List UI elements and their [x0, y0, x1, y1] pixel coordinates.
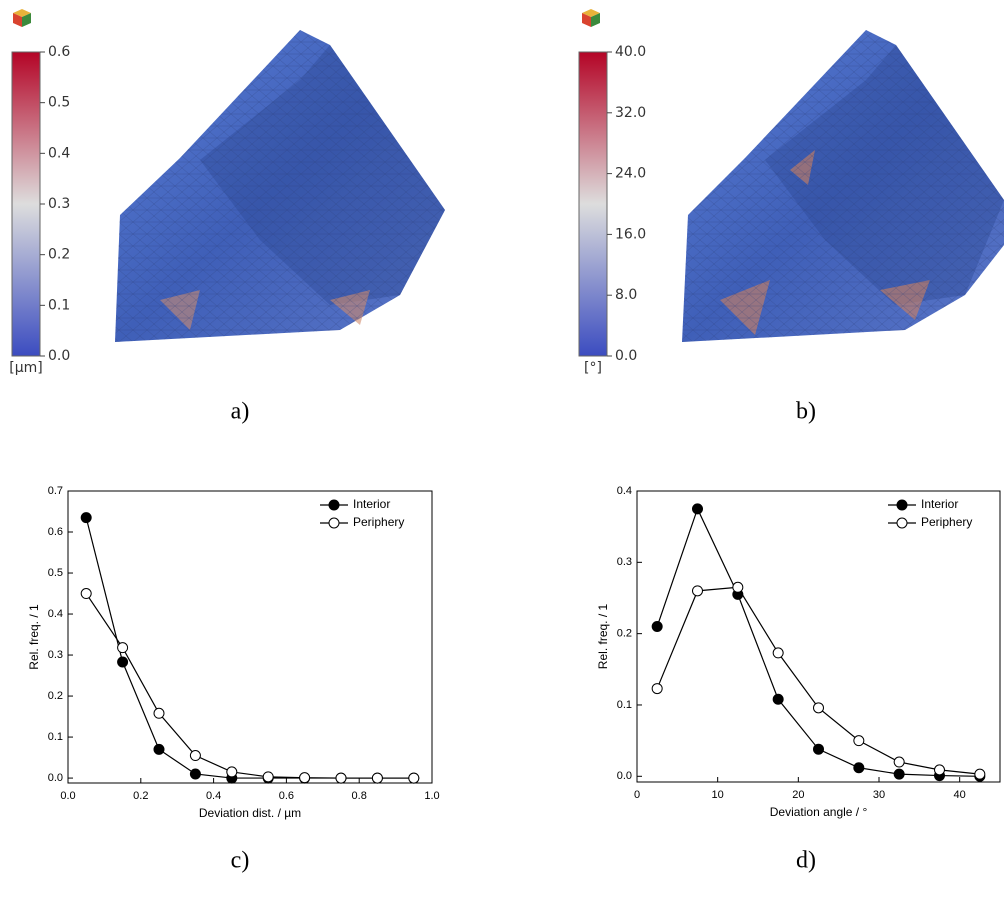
- plot-frame: [637, 491, 1000, 782]
- y-tick-label: 0.2: [48, 690, 63, 702]
- x-tick-label: 10: [712, 789, 724, 801]
- series-line: [86, 518, 414, 778]
- y-tick-label: 0.7: [48, 485, 63, 497]
- marker: [409, 773, 419, 783]
- colorbar-tick-label: 0.2: [48, 247, 70, 263]
- colorbar-tick-label: 24.0: [615, 166, 646, 182]
- plot-frame: [68, 491, 432, 783]
- marker: [854, 736, 864, 746]
- marker: [854, 763, 864, 773]
- y-tick-label: 0.4: [48, 608, 63, 620]
- legend-label: Interior: [353, 497, 390, 511]
- marker: [81, 513, 91, 523]
- y-tick-label: 0.3: [617, 556, 632, 568]
- x-tick-label: 0.8: [352, 790, 367, 802]
- x-axis-label: Deviation dist. / µm: [199, 806, 301, 820]
- marker: [975, 769, 985, 779]
- panel-caption: c): [231, 848, 250, 874]
- marker: [118, 657, 128, 667]
- x-tick-label: 0: [634, 789, 640, 801]
- colorbar-tick-label: 0.0: [48, 348, 70, 364]
- series-line: [657, 509, 980, 776]
- colorbar-tick-label: 0.5: [48, 95, 70, 111]
- x-tick-label: 0.4: [206, 790, 221, 802]
- marker: [693, 586, 703, 596]
- marker: [814, 744, 824, 754]
- marker: [894, 757, 904, 767]
- y-tick-label: 0.0: [617, 770, 632, 782]
- x-axis-label: Deviation angle / °: [770, 805, 868, 819]
- marker: [652, 622, 662, 632]
- legend-label: Periphery: [353, 515, 404, 529]
- figure: a) b) c) d) 0.0 0.1 0.2 0.3 0.4 0.5 0.6 [µm] 0.0…: [0, 0, 1004, 903]
- y-tick-label: 0.5: [48, 567, 63, 579]
- colorbar-tick-label: 0.4: [48, 145, 70, 161]
- marker: [336, 773, 346, 783]
- x-tick-label: 1.0: [424, 790, 439, 802]
- colorbar-unit: [°]: [584, 360, 602, 376]
- y-axis-label: Rel. freq. / 1: [596, 604, 610, 670]
- colorbar-tick-label: 0.1: [48, 297, 70, 313]
- marker: [154, 744, 164, 754]
- colorbar-tick-label: 40.0: [615, 44, 646, 60]
- colorbar-tick-label: 32.0: [615, 105, 646, 121]
- marker: [300, 773, 310, 783]
- marker: [81, 589, 91, 599]
- panel-caption: b): [796, 399, 816, 425]
- x-tick-label: 40: [954, 789, 966, 801]
- marker: [773, 694, 783, 704]
- colorbar: [579, 52, 607, 356]
- colorbar-tick-label: 0.3: [48, 196, 70, 212]
- x-tick-label: 0.6: [279, 790, 294, 802]
- series-line: [86, 594, 414, 779]
- legend-marker: [897, 500, 907, 510]
- view-icon: [582, 9, 600, 27]
- marker: [190, 751, 200, 761]
- colorbar-tick-label: 0.6: [48, 44, 70, 60]
- marker: [372, 773, 382, 783]
- marker: [227, 767, 237, 777]
- marker: [814, 703, 824, 713]
- panel-caption: d): [796, 848, 816, 874]
- legend-marker: [897, 518, 907, 528]
- render-b: [682, 30, 1004, 342]
- render-a: [115, 30, 445, 342]
- x-tick-label: 20: [792, 789, 804, 801]
- y-tick-label: 0.1: [617, 699, 632, 711]
- y-tick-label: 0.2: [617, 628, 632, 640]
- colorbar-tick-label: 8.0: [615, 287, 637, 303]
- legend-marker: [329, 500, 339, 510]
- colorbar-tick-label: 16.0: [615, 226, 646, 242]
- x-tick-label: 30: [873, 789, 885, 801]
- colorbar: [12, 52, 40, 356]
- marker: [652, 684, 662, 694]
- marker: [935, 765, 945, 775]
- legend-label: Interior: [921, 497, 958, 511]
- legend-marker: [329, 518, 339, 528]
- legend-label: Periphery: [921, 515, 972, 529]
- view-icon: [13, 9, 31, 27]
- y-tick-label: 0.1: [48, 731, 63, 743]
- marker: [693, 504, 703, 514]
- marker: [190, 769, 200, 779]
- marker: [773, 648, 783, 658]
- marker: [894, 769, 904, 779]
- marker: [733, 582, 743, 592]
- marker: [118, 643, 128, 653]
- x-tick-label: 0.2: [133, 790, 148, 802]
- marker: [154, 708, 164, 718]
- panel-caption: a): [231, 399, 250, 425]
- x-tick-label: 0.0: [60, 790, 75, 802]
- y-tick-label: 0.3: [48, 649, 63, 661]
- y-tick-label: 0.4: [617, 485, 632, 497]
- y-tick-label: 0.0: [48, 772, 63, 784]
- colorbar-unit: [µm]: [9, 360, 42, 376]
- colorbar-tick-label: 0.0: [615, 348, 637, 364]
- marker: [263, 772, 273, 782]
- y-axis-label: Rel. freq. / 1: [27, 604, 41, 670]
- y-tick-label: 0.6: [48, 526, 63, 538]
